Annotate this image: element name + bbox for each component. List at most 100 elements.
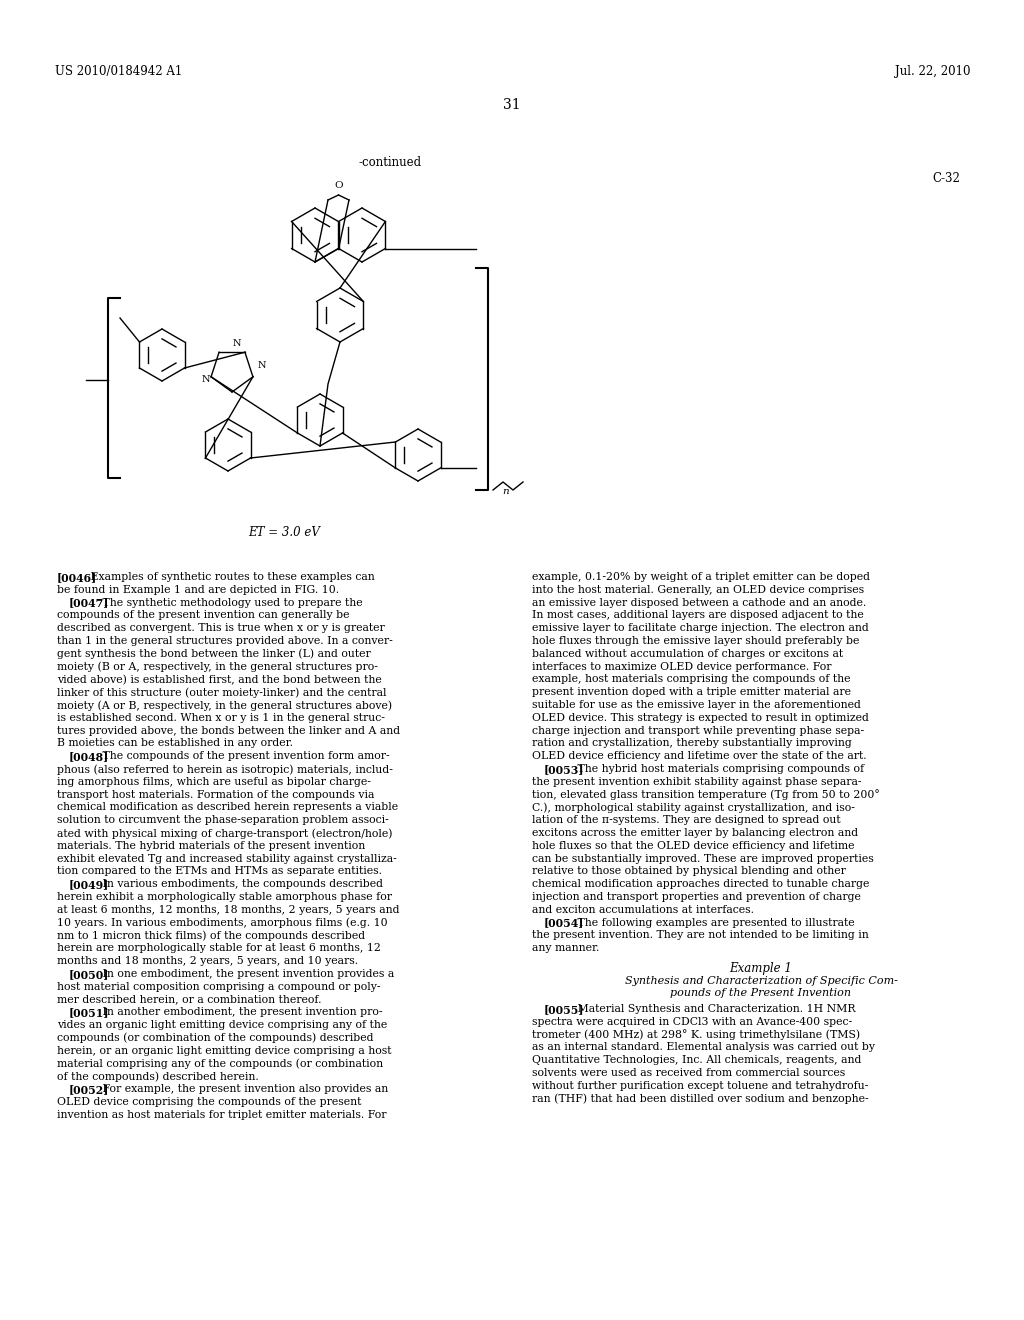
Text: [0046]: [0046]: [57, 572, 97, 583]
Text: For example, the present invention also provides an: For example, the present invention also …: [92, 1084, 389, 1094]
Text: In various embodiments, the compounds described: In various embodiments, the compounds de…: [92, 879, 383, 890]
Text: chemical modification approaches directed to tunable charge: chemical modification approaches directe…: [532, 879, 869, 890]
Text: transport host materials. Formation of the compounds via: transport host materials. Formation of t…: [57, 789, 375, 800]
Text: Examples of synthetic routes to these examples can: Examples of synthetic routes to these ex…: [81, 572, 375, 582]
Text: without further purification except toluene and tetrahydrofu-: without further purification except tolu…: [532, 1081, 868, 1090]
Text: OLED device efficiency and lifetime over the state of the art.: OLED device efficiency and lifetime over…: [532, 751, 866, 762]
Text: excitons across the emitter layer by balancing electron and: excitons across the emitter layer by bal…: [532, 828, 858, 838]
Text: host material composition comprising a compound or poly-: host material composition comprising a c…: [57, 982, 381, 991]
Text: [0054]: [0054]: [544, 917, 585, 928]
Text: charge injection and transport while preventing phase sepa-: charge injection and transport while pre…: [532, 726, 864, 735]
Text: can be substantially improved. These are improved properties: can be substantially improved. These are…: [532, 854, 873, 863]
Text: herein exhibit a morphologically stable amorphous phase for: herein exhibit a morphologically stable …: [57, 892, 392, 902]
Text: -continued: -continued: [358, 157, 422, 169]
Text: compounds of the present invention can generally be: compounds of the present invention can g…: [57, 610, 349, 620]
Text: [0050]: [0050]: [69, 969, 110, 979]
Text: at least 6 months, 12 months, 18 months, 2 years, 5 years and: at least 6 months, 12 months, 18 months,…: [57, 904, 399, 915]
Text: and exciton accumulations at interfaces.: and exciton accumulations at interfaces.: [532, 904, 754, 915]
Text: the present invention exhibit stability against phase separa-: the present invention exhibit stability …: [532, 776, 861, 787]
Text: N: N: [202, 375, 210, 384]
Text: linker of this structure (outer moiety-linker) and the central: linker of this structure (outer moiety-l…: [57, 688, 386, 698]
Text: ran (THF) that had been distilled over sodium and benzophe-: ran (THF) that had been distilled over s…: [532, 1093, 868, 1104]
Text: invention as host materials for triplet emitter materials. For: invention as host materials for triplet …: [57, 1110, 386, 1119]
Text: OLED device comprising the compounds of the present: OLED device comprising the compounds of …: [57, 1097, 361, 1106]
Text: compounds (or combination of the compounds) described: compounds (or combination of the compoun…: [57, 1032, 374, 1043]
Text: example, host materials comprising the compounds of the: example, host materials comprising the c…: [532, 675, 851, 684]
Text: interfaces to maximize OLED device performance. For: interfaces to maximize OLED device perfo…: [532, 661, 831, 672]
Text: [0049]: [0049]: [69, 879, 110, 890]
Text: In another embodiment, the present invention pro-: In another embodiment, the present inven…: [92, 1007, 383, 1018]
Text: balanced without accumulation of charges or excitons at: balanced without accumulation of charges…: [532, 649, 843, 659]
Text: be found in Example 1 and are depicted in FIG. 10.: be found in Example 1 and are depicted i…: [57, 585, 339, 595]
Text: [0052]: [0052]: [69, 1084, 110, 1096]
Text: In one embodiment, the present invention provides a: In one embodiment, the present invention…: [92, 969, 394, 979]
Text: gent synthesis the bond between the linker (L) and outer: gent synthesis the bond between the link…: [57, 649, 371, 660]
Text: [0051]: [0051]: [69, 1007, 110, 1018]
Text: chemical modification as described herein represents a viable: chemical modification as described herei…: [57, 803, 398, 812]
Text: moiety (B or A, respectively, in the general structures pro-: moiety (B or A, respectively, in the gen…: [57, 661, 378, 672]
Text: [0055]: [0055]: [544, 1005, 585, 1015]
Text: trometer (400 MHz) at 298° K. using trimethylsilane (TMS): trometer (400 MHz) at 298° K. using trim…: [532, 1030, 860, 1040]
Text: mer described herein, or a combination thereof.: mer described herein, or a combination t…: [57, 994, 322, 1005]
Text: present invention doped with a triple emitter material are: present invention doped with a triple em…: [532, 688, 851, 697]
Text: of the compounds) described herein.: of the compounds) described herein.: [57, 1072, 259, 1082]
Text: herein are morphologically stable for at least 6 months, 12: herein are morphologically stable for at…: [57, 944, 381, 953]
Text: The following examples are presented to illustrate: The following examples are presented to …: [567, 917, 855, 928]
Text: an emissive layer disposed between a cathode and an anode.: an emissive layer disposed between a cat…: [532, 598, 866, 607]
Text: ration and crystallization, thereby substantially improving: ration and crystallization, thereby subs…: [532, 738, 852, 748]
Text: Synthesis and Characterization of Specific Com-: Synthesis and Characterization of Specif…: [625, 975, 897, 986]
Text: 31: 31: [503, 98, 521, 112]
Text: described as convergent. This is true when x or y is greater: described as convergent. This is true wh…: [57, 623, 385, 634]
Text: US 2010/0184942 A1: US 2010/0184942 A1: [55, 66, 182, 78]
Text: injection and transport properties and prevention of charge: injection and transport properties and p…: [532, 892, 861, 902]
Text: exhibit elevated Tg and increased stability against crystalliza-: exhibit elevated Tg and increased stabil…: [57, 854, 396, 863]
Text: tion compared to the ETMs and HTMs as separate entities.: tion compared to the ETMs and HTMs as se…: [57, 866, 382, 876]
Text: C.), morphological stability against crystallization, and iso-: C.), morphological stability against cry…: [532, 803, 855, 813]
Text: hole fluxes through the emissive layer should preferably be: hole fluxes through the emissive layer s…: [532, 636, 859, 645]
Text: N: N: [232, 338, 242, 347]
Text: ated with physical mixing of charge-transport (electron/hole): ated with physical mixing of charge-tran…: [57, 828, 392, 838]
Text: suitable for use as the emissive layer in the aforementioned: suitable for use as the emissive layer i…: [532, 700, 861, 710]
Text: ing amorphous films, which are useful as bipolar charge-: ing amorphous films, which are useful as…: [57, 776, 371, 787]
Text: example, 0.1-20% by weight of a triplet emitter can be doped: example, 0.1-20% by weight of a triplet …: [532, 572, 870, 582]
Text: The hybrid host materials comprising compounds of: The hybrid host materials comprising com…: [567, 764, 864, 774]
Text: ET = 3.0 eV: ET = 3.0 eV: [248, 525, 319, 539]
Text: C-32: C-32: [932, 172, 961, 185]
Text: [0047]: [0047]: [69, 598, 110, 609]
Text: The synthetic methodology used to prepare the: The synthetic methodology used to prepar…: [92, 598, 364, 607]
Text: tion, elevated glass transition temperature (Tg from 50 to 200°: tion, elevated glass transition temperat…: [532, 789, 880, 800]
Text: phous (also referred to herein as isotropic) materials, includ-: phous (also referred to herein as isotro…: [57, 764, 393, 775]
Text: solution to circumvent the phase-separation problem associ-: solution to circumvent the phase-separat…: [57, 816, 389, 825]
Text: Jul. 22, 2010: Jul. 22, 2010: [895, 66, 970, 78]
Text: Material Synthesis and Characterization. 1H NMR: Material Synthesis and Characterization.…: [567, 1005, 856, 1014]
Text: O: O: [334, 181, 343, 190]
Text: pounds of the Present Invention: pounds of the Present Invention: [671, 987, 852, 998]
Text: relative to those obtained by physical blending and other: relative to those obtained by physical b…: [532, 866, 846, 876]
Text: 10 years. In various embodiments, amorphous films (e.g. 10: 10 years. In various embodiments, amorph…: [57, 917, 388, 928]
Text: solvents were used as received from commercial sources: solvents were used as received from comm…: [532, 1068, 845, 1078]
Text: any manner.: any manner.: [532, 944, 599, 953]
Text: [0053]: [0053]: [544, 764, 585, 775]
Text: months and 18 months, 2 years, 5 years, and 10 years.: months and 18 months, 2 years, 5 years, …: [57, 956, 358, 966]
Text: [0048]: [0048]: [69, 751, 110, 762]
Text: as an internal standard. Elemental analysis was carried out by: as an internal standard. Elemental analy…: [532, 1043, 874, 1052]
Text: n: n: [503, 487, 509, 496]
Text: The compounds of the present invention form amor-: The compounds of the present invention f…: [92, 751, 390, 762]
Text: vides an organic light emitting device comprising any of the: vides an organic light emitting device c…: [57, 1020, 387, 1030]
Text: nm to 1 micron thick films) of the compounds described: nm to 1 micron thick films) of the compo…: [57, 931, 366, 941]
Text: material comprising any of the compounds (or combination: material comprising any of the compounds…: [57, 1059, 383, 1069]
Text: N: N: [258, 360, 266, 370]
Text: emissive layer to facilitate charge injection. The electron and: emissive layer to facilitate charge inje…: [532, 623, 868, 634]
Text: In most cases, additional layers are disposed adjacent to the: In most cases, additional layers are dis…: [532, 610, 864, 620]
Text: herein, or an organic light emitting device comprising a host: herein, or an organic light emitting dev…: [57, 1045, 391, 1056]
Text: is established second. When x or y is 1 in the general struc-: is established second. When x or y is 1 …: [57, 713, 385, 723]
Text: OLED device. This strategy is expected to result in optimized: OLED device. This strategy is expected t…: [532, 713, 869, 723]
Text: tures provided above, the bonds between the linker and A and: tures provided above, the bonds between …: [57, 726, 400, 735]
Text: into the host material. Generally, an OLED device comprises: into the host material. Generally, an OL…: [532, 585, 864, 595]
Text: Example 1: Example 1: [729, 962, 793, 975]
Text: B moieties can be established in any order.: B moieties can be established in any ord…: [57, 738, 293, 748]
Text: lation of the π-systems. They are designed to spread out: lation of the π-systems. They are design…: [532, 816, 841, 825]
Text: spectra were acquired in CDCl3 with an Avance-400 spec-: spectra were acquired in CDCl3 with an A…: [532, 1016, 852, 1027]
Text: hole fluxes so that the OLED device efficiency and lifetime: hole fluxes so that the OLED device effi…: [532, 841, 854, 851]
Text: vided above) is established first, and the bond between the: vided above) is established first, and t…: [57, 675, 382, 685]
